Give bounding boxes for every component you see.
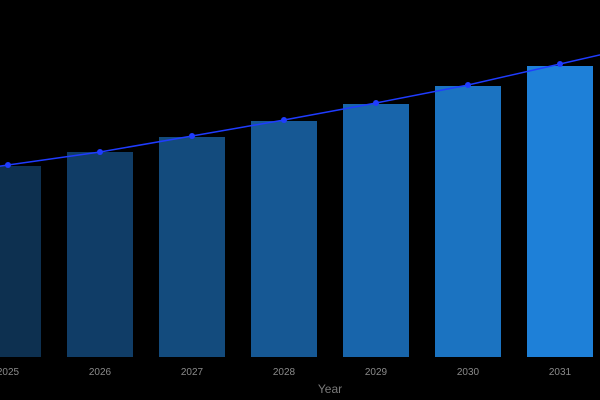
x-axis-label: Year: [318, 382, 342, 396]
bar-2027: [159, 137, 225, 357]
x-tick-label: 2025: [0, 367, 20, 378]
bar-2030: [435, 86, 501, 357]
line-point-2026: [97, 149, 103, 155]
x-tick-label: 2028: [273, 367, 296, 378]
line-point-2030: [465, 82, 471, 88]
x-tick-label: 2030: [457, 367, 480, 378]
bar-2028: [251, 121, 317, 357]
trend-line-group: [0, 54, 600, 168]
bar-2031: [527, 66, 593, 357]
x-tick-label: 2031: [549, 367, 572, 378]
line-point-2027: [189, 133, 195, 139]
line-point-2025: [5, 162, 11, 168]
bars-group: [0, 66, 593, 357]
x-tick-label: 2026: [89, 367, 112, 378]
bar-2026: [67, 152, 133, 357]
line-point-2029: [373, 100, 379, 106]
x-axis-ticks: 2025 2026 2027 2028 2029 2030 2031: [0, 367, 572, 378]
line-point-2031: [557, 61, 563, 67]
bar-2025: [0, 166, 41, 357]
line-point-2028: [281, 117, 287, 123]
bar-2029: [343, 104, 409, 357]
x-tick-label: 2027: [181, 367, 204, 378]
x-tick-label: 2029: [365, 367, 388, 378]
